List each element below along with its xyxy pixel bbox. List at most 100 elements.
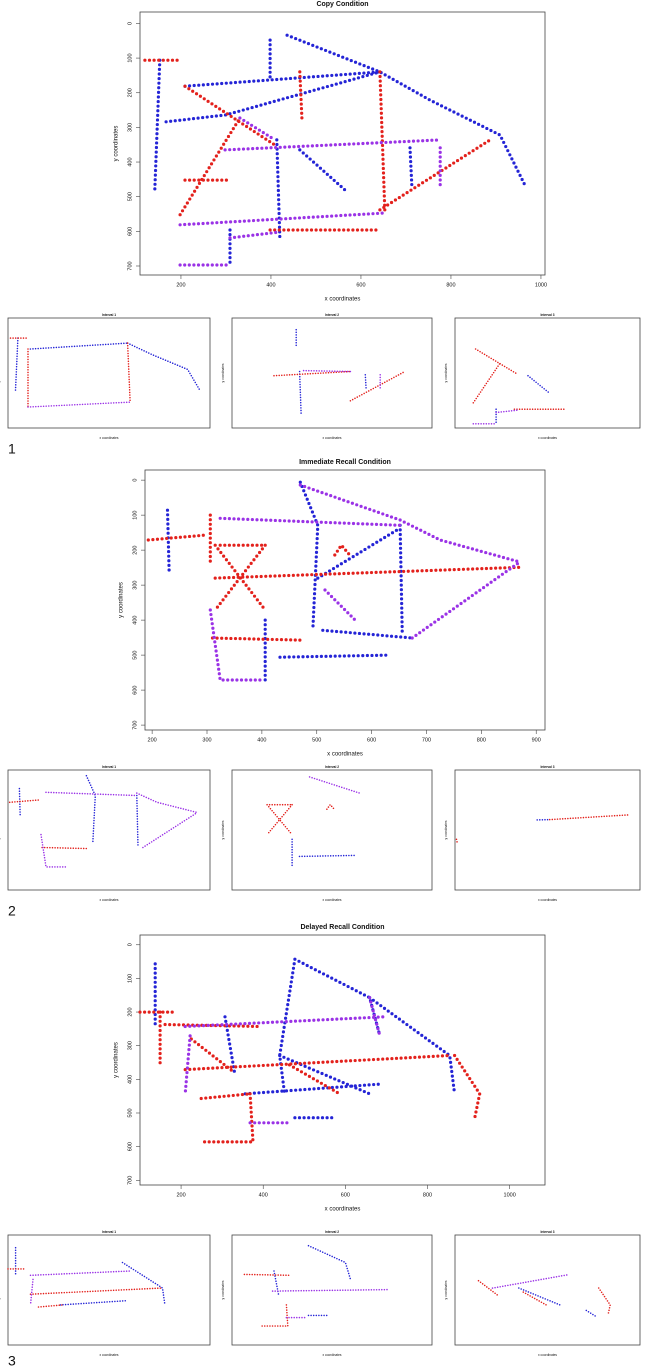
x-axis-label: x coordinates [538,898,557,902]
stroke-trace [143,58,492,232]
x-axis-label: x coordinates [323,1353,342,1357]
y-tick-label: 200 [127,88,133,97]
y-axis-label: y coordinates [0,363,1,382]
y-tick-label: 400 [127,157,133,166]
x-tick-label: 400 [266,282,275,288]
y-axis-label: y coordinates [444,820,448,839]
y-axis-label: y coordinates [0,820,1,839]
stroke-trace [153,33,527,267]
y-axis-label: y coordinates [221,1280,225,1299]
stroke-trace [273,370,406,402]
x-axis-label: x coordinates [325,297,361,303]
y-tick-label: 500 [127,192,133,201]
y-tick-label: 0 [127,22,133,25]
plot-frame [139,11,546,276]
stroke-trace [266,803,336,836]
x-tick-label: 600 [367,737,376,743]
y-tick-label: 0 [127,943,133,946]
stroke-trace [271,1288,389,1319]
stroke-trace [472,348,566,410]
x-tick-label: 300 [202,737,211,743]
x-axis-label: x coordinates [325,1207,361,1213]
stroke-trace [29,1270,131,1306]
y-tick-label: 700 [127,1176,133,1185]
stroke-trace [208,483,522,682]
chart-title: Interval 1 [102,313,116,317]
stroke-trace [27,401,131,408]
plot-frame [231,317,433,429]
stroke-trace [18,774,139,847]
y-axis-label: y coordinates [444,363,448,382]
stroke-trace [472,409,520,425]
x-axis-label: x coordinates [100,898,119,902]
y-tick-label: 300 [127,1041,133,1050]
x-tick-label: 600 [341,1192,350,1198]
x-tick-label: 400 [259,1192,268,1198]
x-tick-label: 800 [423,1192,432,1198]
stroke-trace [491,1274,569,1289]
plot-frame [139,934,546,1186]
stroke-trace [518,1287,597,1318]
plot-frame [454,317,641,429]
stroke-trace [146,513,522,642]
chart-title: Delayed Recall Condition [300,924,384,931]
chart-title: Interval 1 [102,765,116,769]
y-tick-label: 700 [127,261,133,270]
chart-title: Interval 2 [325,765,339,769]
stroke-trace [183,996,387,1125]
plot-frame [454,769,641,891]
y-tick-label: 700 [132,721,138,730]
stroke-trace [138,1010,482,1144]
chart-title: Interval 2 [325,1230,339,1234]
x-tick-label: 900 [532,737,541,743]
y-tick-label: 400 [132,616,138,625]
stroke-trace [178,116,442,267]
x-axis-label: x coordinates [323,898,342,902]
x-axis-label: x coordinates [538,1353,557,1357]
y-tick-label: 500 [132,651,138,660]
stroke-trace [273,1244,352,1317]
plot-frame [7,317,211,429]
plot-frame [454,1234,641,1346]
y-tick-label: 500 [127,1108,133,1117]
chart-title: Interval 3 [541,1230,555,1234]
stroke-trace [165,480,414,682]
y-tick-label: 300 [132,581,138,590]
stroke-trace [495,374,550,425]
plot-frame [7,1234,211,1346]
y-tick-label: 600 [127,227,133,236]
x-tick-label: 200 [176,1192,185,1198]
panel-label: 2 [8,903,16,919]
y-tick-label: 600 [127,1142,133,1151]
panel-label: 1 [8,441,16,457]
x-axis-label: x coordinates [100,436,119,440]
x-tick-label: 1000 [535,282,547,288]
stroke-trace [8,799,88,850]
y-axis-label: y coordinates [221,820,225,839]
x-axis-label: x coordinates [100,1353,119,1357]
stroke-trace [153,957,457,1120]
x-axis-label: x coordinates [323,436,342,440]
y-tick-label: 600 [132,686,138,695]
y-tick-label: 200 [132,546,138,555]
plot-frame [144,469,546,731]
y-axis-label: y coordinates [114,1042,120,1078]
chart-title: Copy Condition [316,1,368,8]
stroke-trace [302,369,381,392]
chart-title: Interval 3 [541,313,555,317]
y-tick-label: 400 [127,1075,133,1084]
stroke-trace [295,328,367,414]
stroke-trace [308,776,361,794]
chart-title: Interval 2 [325,313,339,317]
y-tick-label: 300 [127,123,133,132]
x-tick-label: 800 [477,737,486,743]
chart-title: Interval 3 [541,765,555,769]
plot-frame [7,769,211,891]
stroke-trace [477,1279,611,1317]
x-axis-label: x coordinates [327,752,363,758]
x-tick-label: 200 [148,737,157,743]
stroke-trace [14,1246,166,1306]
y-axis-label: y coordinates [119,582,125,618]
stroke-trace [243,1273,292,1327]
